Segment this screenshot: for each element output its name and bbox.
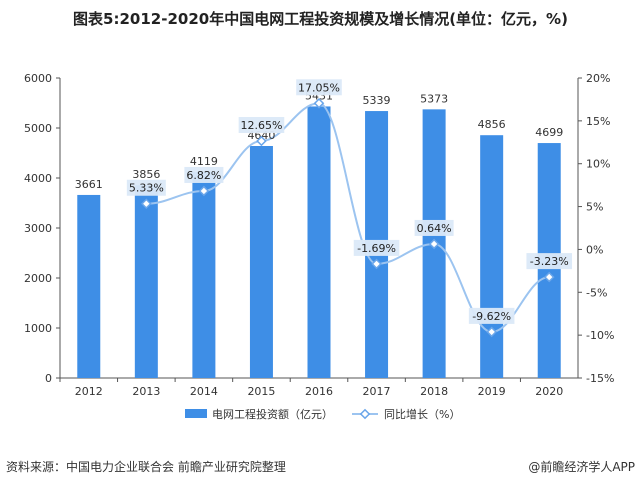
legend-bar-label: 电网工程投资额（亿元） (212, 407, 333, 421)
right-axis-tick-label: -5% (586, 286, 607, 299)
growth-value-label: -9.62% (472, 310, 511, 323)
bar-value-label: 3661 (75, 178, 103, 191)
left-axis-tick-label: 5000 (24, 122, 52, 135)
growth-marker[interactable] (486, 326, 497, 338)
right-axis-tick-label: -15% (586, 372, 614, 385)
growth-value-label: -3.23% (530, 255, 569, 268)
growth-marker[interactable] (141, 198, 152, 210)
x-axis-tick-label: 2017 (363, 385, 391, 398)
right-axis-tick-label: 20% (586, 72, 610, 85)
growth-label-box (353, 239, 400, 256)
right-axis-tick-label: 0% (586, 243, 603, 256)
legend-bar-swatch (185, 409, 207, 418)
growth-marker[interactable] (256, 135, 267, 147)
bar-value-label: 5339 (363, 94, 391, 107)
bar-value-label: 3856 (132, 168, 160, 181)
growth-marker[interactable] (313, 97, 325, 109)
bar-value-label: 4699 (535, 126, 563, 139)
left-axis-tick-label: 2000 (24, 272, 52, 285)
x-axis-tick-label: 2013 (132, 385, 160, 398)
growth-value-label: 6.82% (186, 169, 221, 182)
growth-label-box (414, 219, 454, 236)
right-axis-tick-label: 15% (586, 115, 610, 128)
x-axis-tick-label: 2020 (535, 385, 563, 398)
bar[interactable] (480, 135, 504, 378)
growth-label-box (468, 307, 515, 324)
chart-title: 图表5:2012-2020年中国电网工程投资规模及增长情况(单位：亿元，%) (73, 10, 568, 28)
growth-label-box (238, 117, 285, 133)
bar[interactable] (77, 194, 101, 378)
right-axis-tick-label: -10% (586, 329, 614, 342)
bar[interactable] (249, 146, 273, 378)
bar-value-label: 5373 (420, 92, 448, 105)
bar[interactable] (134, 185, 158, 378)
growth-value-label: -1.69% (357, 242, 396, 255)
growth-value-label: 17.05% (298, 81, 340, 94)
x-axis-tick-label: 2016 (305, 385, 333, 398)
growth-marker[interactable] (543, 271, 555, 283)
source-note: 资料来源：中国电力企业联合会 前瞻产业研究院整理 (6, 460, 286, 474)
right-axis-tick-label: 10% (586, 158, 610, 171)
x-axis-tick-label: 2014 (190, 385, 218, 398)
left-axis-tick-label: 3000 (24, 222, 52, 235)
growth-label-box (526, 253, 573, 270)
left-axis-tick-label: 1000 (24, 322, 52, 335)
right-axis-tick-label: 5% (586, 201, 603, 214)
credit-note: @前瞻经济学人APP (528, 460, 635, 474)
x-axis-tick-label: 2015 (247, 385, 275, 398)
bar-value-label: 4119 (190, 155, 218, 168)
legend-line-label: 同比增长（%） (384, 407, 460, 421)
growth-label-box (126, 179, 166, 196)
x-axis-tick-label: 2012 (75, 385, 103, 398)
growth-label-box (296, 79, 342, 96)
left-axis-tick-label: 6000 (24, 72, 52, 85)
growth-value-label: 0.64% (417, 222, 452, 235)
bar-value-label: 4856 (478, 118, 506, 131)
growth-line (146, 102, 550, 333)
left-axis-tick-label: 0 (45, 372, 52, 385)
growth-marker[interactable] (428, 238, 440, 250)
x-axis-tick-label: 2019 (478, 385, 506, 398)
growth-label-box (184, 166, 224, 183)
growth-value-label: 5.33% (129, 182, 164, 195)
legend-line-marker (359, 408, 371, 420)
growth-marker[interactable] (198, 185, 210, 197)
bar[interactable] (192, 172, 216, 378)
left-axis-tick-label: 4000 (24, 172, 52, 185)
x-axis-tick-label: 2018 (420, 385, 448, 398)
growth-value-label: 12.65% (240, 119, 282, 132)
growth-marker[interactable] (371, 258, 382, 270)
bar[interactable] (307, 106, 331, 378)
